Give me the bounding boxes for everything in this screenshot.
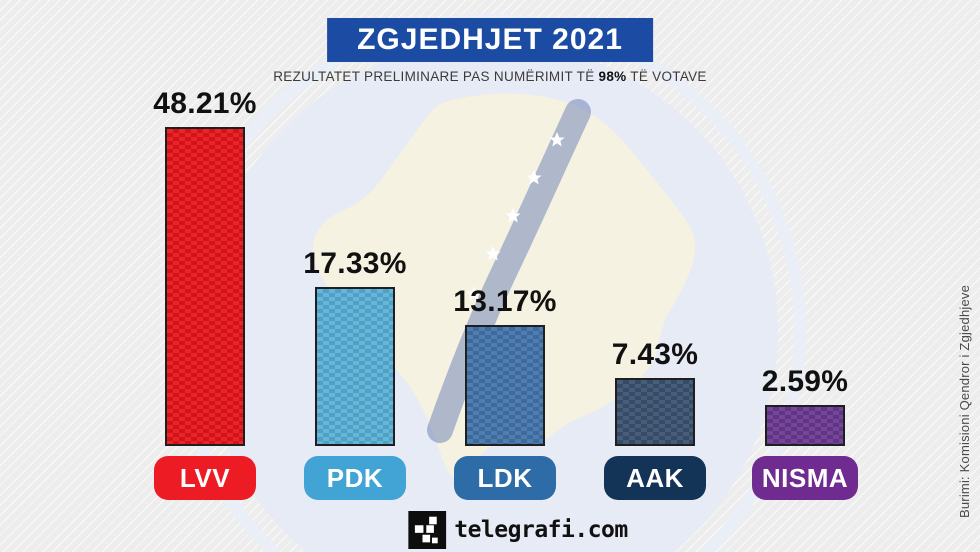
party-badge-lvv: LVV — [154, 456, 256, 500]
value-label: 13.17% — [453, 285, 557, 318]
page-title: ZGJEDHJET 2021 — [357, 23, 623, 56]
value-label: 17.33% — [303, 247, 407, 280]
subtitle-prefix: REZULTATET PRELIMINARE PAS NUMËRIMIT TË — [273, 69, 599, 84]
bar-column-lvv: 48.21% LVV — [130, 80, 280, 500]
subtitle-percent-counted: 98% — [598, 69, 627, 84]
bar-pdk — [315, 287, 395, 446]
bar-aak — [615, 378, 695, 446]
bar-column-ldk: 13.17% LDK — [430, 80, 580, 500]
bar-lvv — [165, 127, 245, 446]
value-label: 7.43% — [611, 338, 699, 371]
chart-columns: 48.21% LVV 17.33% PDK 13.17% LDK 7.43% AAK 2.59%… — [130, 80, 880, 500]
bar-column-pdk: 17.33% PDK — [280, 80, 430, 500]
subtitle-suffix: TË VOTAVE — [626, 69, 707, 84]
bar-column-aak: 7.43% AAK — [580, 80, 730, 500]
party-badge-pdk: PDK — [304, 456, 406, 500]
value-label: 2.59% — [761, 365, 849, 398]
bar-ldk — [465, 325, 545, 446]
party-badge-aak: AAK — [604, 456, 706, 500]
bar-nisma — [765, 405, 845, 446]
bar-column-nisma: 2.59% NISMA — [730, 80, 880, 500]
brand-text: telegrafi.com — [454, 517, 628, 543]
subtitle: REZULTATET PRELIMINARE PAS NUMËRIMIT TË … — [0, 69, 980, 84]
party-badge-ldk: LDK — [454, 456, 556, 500]
title-banner: ZGJEDHJET 2021 — [327, 18, 653, 62]
value-label: 48.21% — [153, 87, 257, 120]
source-note: Burimi: Komisioni Qendror i Zgjedhjeve — [957, 284, 972, 518]
telegrafi-logo-icon — [408, 511, 447, 549]
footer-brand: telegrafi.com — [408, 511, 628, 549]
party-badge-nisma: NISMA — [751, 456, 859, 500]
